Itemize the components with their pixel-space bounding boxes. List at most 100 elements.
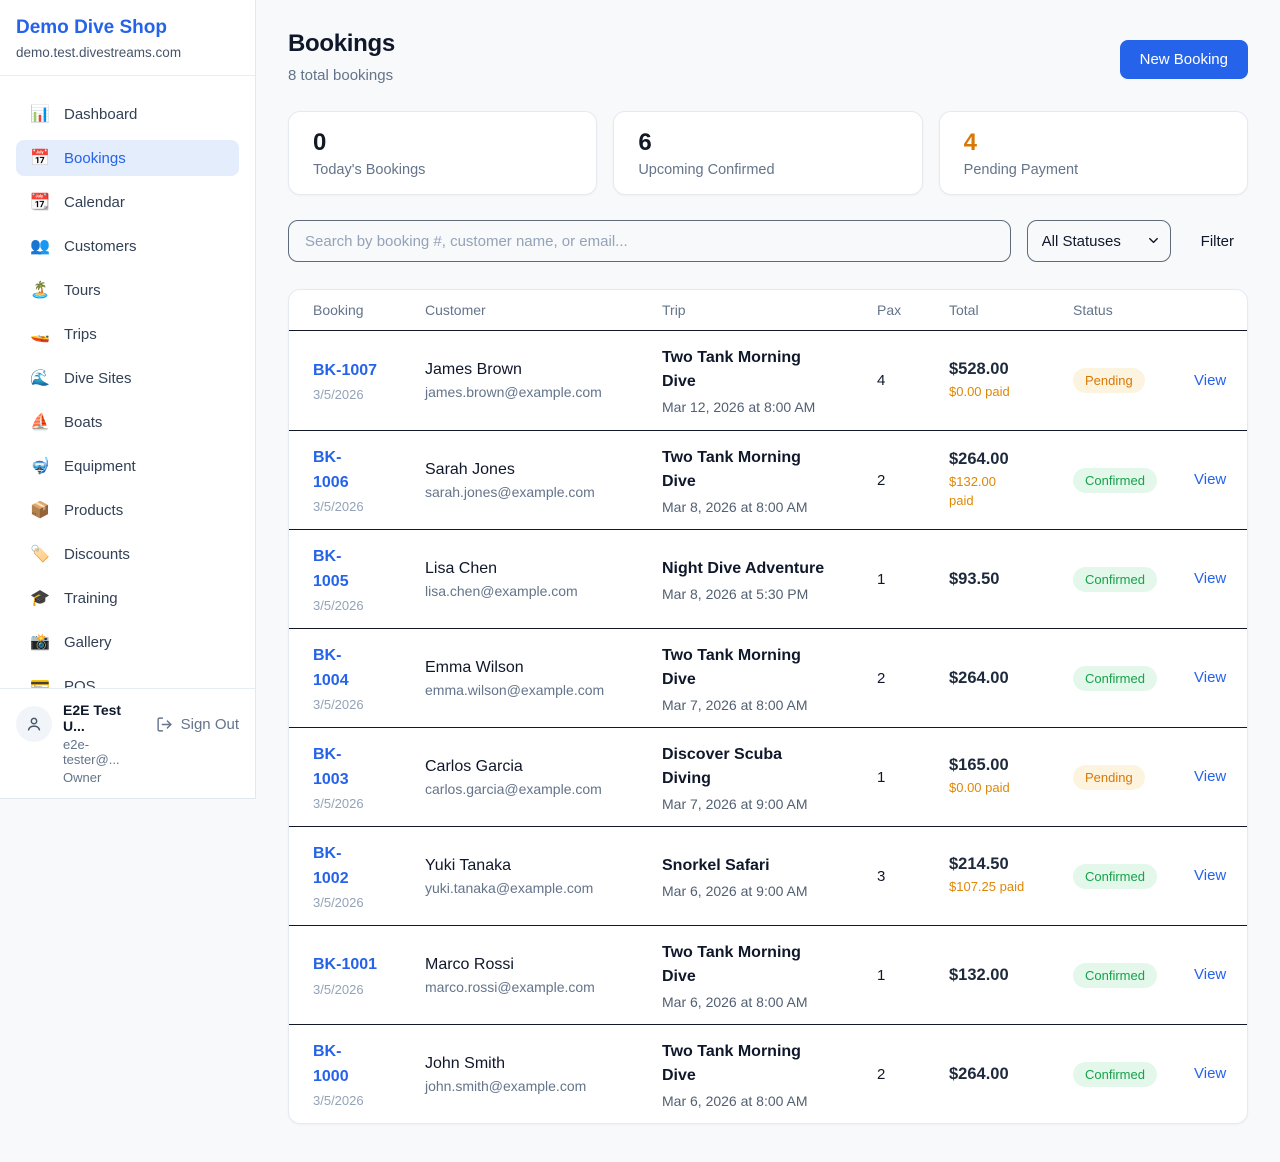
stat-card-pending-payment: 4 Pending Payment xyxy=(938,111,1248,195)
trip-datetime: Mar 6, 2026 at 8:00 AM xyxy=(662,993,808,1010)
user-email: e2e-tester@... xyxy=(63,737,120,767)
sidebar-item-tours[interactable]: 🏝️ Tours xyxy=(16,272,239,308)
island-icon: 🏝️ xyxy=(30,282,50,299)
booking-id-link[interactable]: BK-1003 xyxy=(313,745,349,788)
sidebar-item-training[interactable]: 🎓 Training xyxy=(16,580,239,616)
paid-amount: $0.00 paid xyxy=(949,780,1010,796)
stat-value: 6 xyxy=(638,129,652,156)
status-filter: All Statuses xyxy=(1026,220,1171,262)
table-header-row: Booking Customer Trip Pax Total Status xyxy=(289,290,1247,331)
booking-date: 3/5/2026 xyxy=(313,387,364,403)
logout-icon xyxy=(157,717,172,732)
booking-id-link[interactable]: BK-1001 xyxy=(313,956,378,974)
trip-datetime: Mar 7, 2026 at 9:00 AM xyxy=(662,795,808,812)
booking-id-link[interactable]: BK-1006 xyxy=(313,448,349,491)
view-link[interactable]: View xyxy=(1194,570,1227,587)
col-header-booking: Booking xyxy=(313,302,364,318)
pax-count: 4 xyxy=(877,372,886,389)
booking-id-link[interactable]: BK-1007 xyxy=(313,361,378,379)
trip-name: Night Dive Adventure xyxy=(662,559,825,577)
customer-email: carlos.garcia@example.com xyxy=(425,780,602,797)
avatar xyxy=(16,706,52,742)
total-amount: $214.50 xyxy=(949,855,1009,874)
page-header: Bookings 8 total bookings New Booking xyxy=(288,30,1248,84)
trip-datetime: Mar 6, 2026 at 8:00 AM xyxy=(662,1092,808,1109)
view-link[interactable]: View xyxy=(1194,669,1227,686)
new-booking-button[interactable]: New Booking xyxy=(1119,40,1248,79)
sidebar-item-dashboard[interactable]: 📊 Dashboard xyxy=(16,96,239,132)
total-amount: $264.00 xyxy=(949,668,1009,687)
customer-email: lisa.chen@example.com xyxy=(425,582,578,599)
sidebar-item-label: Calendar xyxy=(64,193,125,211)
main-content: Bookings 8 total bookings New Booking 0 … xyxy=(256,0,1280,1162)
customer-name: Carlos Garcia xyxy=(425,757,523,775)
booking-id-link[interactable]: BK-1002 xyxy=(313,844,349,887)
pax-count: 2 xyxy=(877,1065,886,1083)
camera-icon: 📸 xyxy=(30,634,50,651)
sidebar-item-label: Boats xyxy=(64,413,103,431)
trip-datetime: Mar 8, 2026 at 5:30 PM xyxy=(662,585,809,602)
user-role: Owner xyxy=(63,770,102,785)
sidebar-item-dive-sites[interactable]: 🌊 Dive Sites xyxy=(16,360,239,396)
pax-count: 1 xyxy=(877,768,886,786)
total-amount: $93.50 xyxy=(949,569,1000,588)
sidebar-item-boats[interactable]: ⛵ Boats xyxy=(16,404,239,440)
tearoff-calendar-icon: 📆 xyxy=(30,194,50,211)
booking-date: 3/5/2026 xyxy=(313,895,364,911)
shop-name: Demo Dive Shop xyxy=(16,17,167,38)
status-badge: Confirmed xyxy=(1073,863,1157,889)
customer-name: Yuki Tanaka xyxy=(425,856,511,874)
sign-out-button[interactable]: Sign Out xyxy=(156,716,239,733)
pax-count: 2 xyxy=(877,471,886,489)
sidebar-item-equipment[interactable]: 🤿 Equipment xyxy=(16,448,239,484)
trip-datetime: Mar 6, 2026 at 9:00 AM xyxy=(662,882,808,899)
trip-datetime: Mar 7, 2026 at 8:00 AM xyxy=(662,696,808,713)
table-row: BK-1000 3/5/2026 John Smith john.smith@e… xyxy=(289,1024,1247,1123)
status-badge: Confirmed xyxy=(1073,1061,1157,1087)
user-name: E2E Test U... xyxy=(63,702,122,734)
sidebar-item-gallery[interactable]: 📸 Gallery xyxy=(16,624,239,660)
sidebar-item-calendar[interactable]: 📆 Calendar xyxy=(16,184,239,220)
customer-name: Emma Wilson xyxy=(425,658,524,676)
view-link[interactable]: View xyxy=(1194,471,1227,488)
paid-amount: $107.25 paid xyxy=(949,879,1025,895)
sign-out-label: Sign Out xyxy=(180,716,239,733)
sidebar-header: Demo Dive Shop demo.test.divestreams.com xyxy=(0,0,255,76)
user-section: E2E Test U... e2e-tester@... Owner Sign … xyxy=(0,688,255,798)
customer-email: emma.wilson@example.com xyxy=(425,681,605,698)
sidebar-item-label: Discounts xyxy=(64,545,130,563)
col-header-customer: Customer xyxy=(425,302,486,318)
trip-name: Two Tank Morning Dive xyxy=(662,349,801,390)
view-link[interactable]: View xyxy=(1194,867,1227,884)
search-input[interactable] xyxy=(288,220,1011,262)
page-subtitle: 8 total bookings xyxy=(288,67,394,84)
view-link[interactable]: View xyxy=(1194,1065,1227,1082)
booking-date: 3/5/2026 xyxy=(313,697,364,713)
stat-value: 0 xyxy=(313,129,327,156)
bookings-table: Booking Customer Trip Pax Total Status B… xyxy=(288,289,1248,1124)
sidebar-item-trips[interactable]: 🚤 Trips xyxy=(16,316,239,352)
sidebar-item-discounts[interactable]: 🏷️ Discounts xyxy=(16,536,239,572)
sidebar-item-customers[interactable]: 👥 Customers xyxy=(16,228,239,264)
status-select[interactable]: All Statuses xyxy=(1026,220,1171,262)
customer-email: james.brown@example.com xyxy=(425,384,602,400)
trip-datetime: Mar 8, 2026 at 8:00 AM xyxy=(662,498,808,515)
view-link[interactable]: View xyxy=(1194,966,1227,983)
diving-mask-icon: 🤿 xyxy=(30,458,50,475)
sidebar-item-label: Dive Sites xyxy=(64,369,132,387)
booking-id-link[interactable]: BK-1005 xyxy=(313,547,349,590)
paid-amount: $0.00 paid xyxy=(949,383,1010,399)
booking-id-link[interactable]: BK-1004 xyxy=(313,646,349,689)
customer-name: John Smith xyxy=(425,1054,506,1072)
sidebar-item-products[interactable]: 📦 Products xyxy=(16,492,239,528)
view-link[interactable]: View xyxy=(1194,768,1227,785)
table-row: BK-1007 3/5/2026 James Brown james.brown… xyxy=(289,331,1247,430)
customer-email: marco.rossi@example.com xyxy=(425,978,595,995)
sidebar-item-bookings[interactable]: 📅 Bookings xyxy=(16,140,239,176)
customer-email: john.smith@example.com xyxy=(425,1077,587,1094)
filter-button[interactable]: Filter xyxy=(1200,232,1234,250)
view-link[interactable]: View xyxy=(1194,371,1227,389)
paid-amount: $132.00 paid xyxy=(949,473,996,508)
status-badge: Pending xyxy=(1073,764,1145,790)
booking-id-link[interactable]: BK-1000 xyxy=(313,1042,349,1085)
